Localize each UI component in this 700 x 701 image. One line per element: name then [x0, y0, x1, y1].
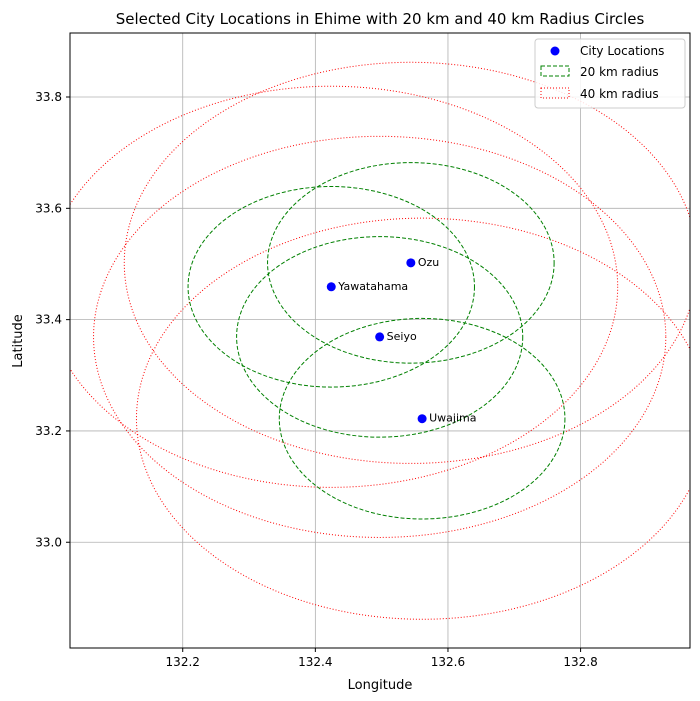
radius-40km-circle — [70, 85, 619, 488]
radius-40km-circle — [136, 217, 690, 620]
chart-title: Selected City Locations in Ehime with 20… — [116, 10, 645, 28]
y-axis-label: Latitude — [11, 314, 26, 368]
legend-label-points: City Locations — [580, 44, 664, 58]
radius-40km-circle — [93, 135, 667, 538]
y-tick-label: 33.8 — [35, 90, 62, 104]
x-tick-label: 132.8 — [563, 655, 597, 669]
grid — [70, 33, 690, 648]
y-tick-label: 33.6 — [35, 201, 62, 215]
x-tick-label: 132.2 — [166, 655, 200, 669]
y-tick-label: 33.0 — [35, 535, 62, 549]
legend-marker-circle20 — [540, 65, 570, 77]
y-tick-label: 33.4 — [35, 313, 62, 327]
radius-20km-circle — [236, 236, 524, 438]
x-tick-label: 132.4 — [298, 655, 332, 669]
city-point — [406, 258, 416, 268]
city-point — [375, 332, 385, 342]
plot-frame — [69, 32, 691, 649]
plot-area: Ozu Yawatahama Seiyo Uwajima — [70, 61, 690, 620]
legend: City Locations 20 km radius 40 km radius — [534, 38, 686, 109]
city-point — [417, 414, 427, 424]
axes-ticks: 132.2 132.4 132.6 132.8 33.0 33.2 33.4 33.6 33.8 — [35, 90, 597, 669]
legend-marker-circle40 — [540, 87, 570, 99]
radius-20km-circle — [278, 317, 566, 520]
legend-label-circle20: 20 km radius — [580, 65, 659, 79]
legend-label-circle40: 40 km radius — [580, 87, 659, 101]
legend-box — [534, 38, 686, 109]
city-label: Ozu — [418, 256, 439, 269]
x-axis-label: Longitude — [348, 678, 413, 693]
city-label: Uwajima — [429, 412, 476, 425]
radius-20km-circle — [187, 186, 475, 388]
radius-20km-circle — [267, 162, 555, 364]
city-point — [326, 282, 336, 292]
x-tick-label: 132.6 — [431, 655, 465, 669]
y-tick-label: 33.2 — [35, 424, 62, 438]
city-label: Yawatahama — [337, 280, 408, 293]
legend-marker-points — [550, 46, 560, 56]
city-label: Seiyo — [387, 330, 417, 343]
